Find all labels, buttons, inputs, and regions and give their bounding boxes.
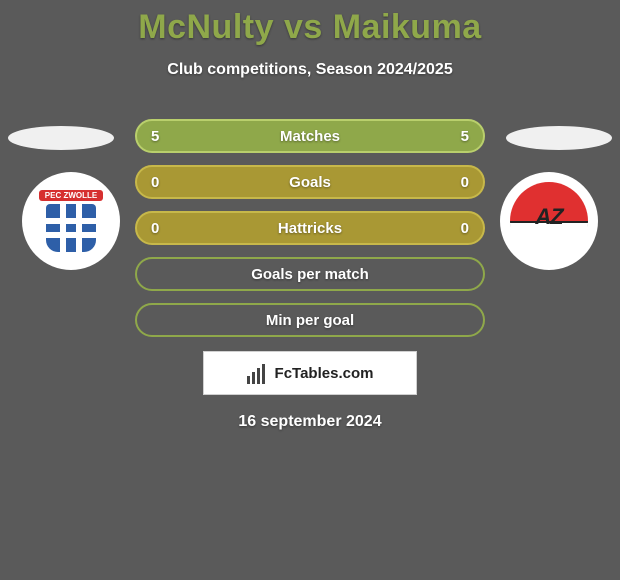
date-label: 16 september 2024 xyxy=(0,413,620,431)
stat-left-value: 0 xyxy=(151,174,159,191)
subtitle: Club competitions, Season 2024/2025 xyxy=(0,61,620,79)
stat-label: Goals xyxy=(289,174,331,191)
page-title: McNulty vs Maikuma xyxy=(0,0,620,47)
stat-label: Matches xyxy=(280,128,340,145)
stat-row-matches: 5 Matches 5 xyxy=(135,119,485,153)
stat-right-value: 0 xyxy=(461,174,469,191)
stat-row-hattricks: 0 Hattricks 0 xyxy=(135,211,485,245)
stat-label: Min per goal xyxy=(266,312,354,329)
stat-row-goals: 0 Goals 0 xyxy=(135,165,485,199)
stat-label: Hattricks xyxy=(278,220,342,237)
stats-area: 5 Matches 5 0 Goals 0 0 Hattricks 0 Goal… xyxy=(0,119,620,431)
stat-left-value: 0 xyxy=(151,220,159,237)
stat-label: Goals per match xyxy=(251,266,369,283)
brand-link[interactable]: FcTables.com xyxy=(203,351,417,395)
stat-row-goals-per-match: Goals per match xyxy=(135,257,485,291)
stat-row-min-per-goal: Min per goal xyxy=(135,303,485,337)
stat-right-value: 5 xyxy=(461,128,469,145)
stat-right-value: 0 xyxy=(461,220,469,237)
bar-chart-icon xyxy=(247,362,269,384)
stat-left-value: 5 xyxy=(151,128,159,145)
brand-label: FcTables.com xyxy=(275,365,374,382)
